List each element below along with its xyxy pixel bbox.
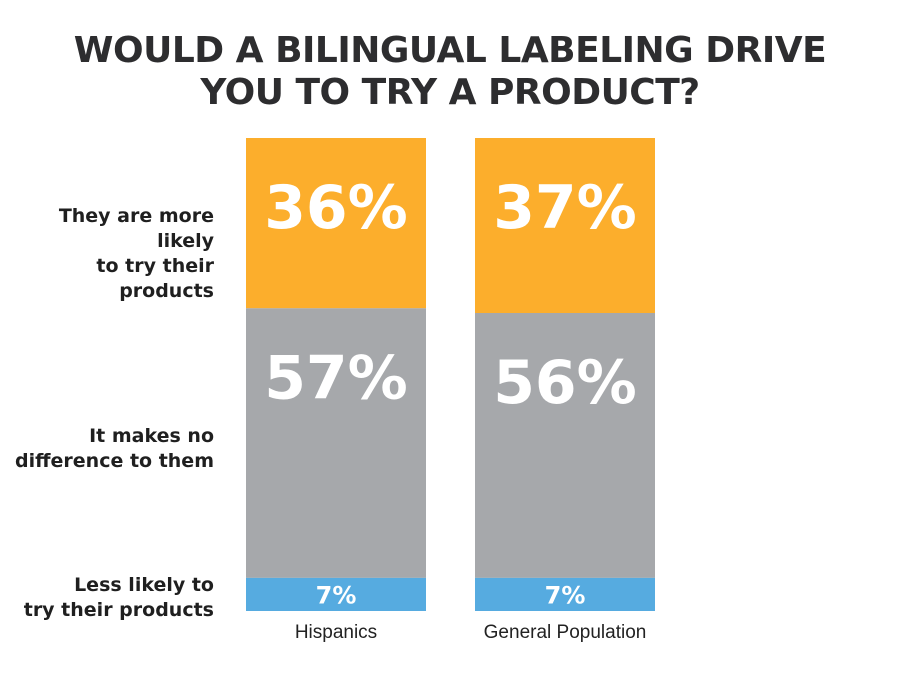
chart-title: WOULD A BILINGUAL LABELING DRIVE YOU TO … xyxy=(0,30,900,114)
bar-segment-general-population-more-likely xyxy=(475,138,655,314)
legend-label-more-likely-line-2: to try their products xyxy=(96,255,214,302)
bar-segment-general-population-no-difference xyxy=(475,313,655,578)
legend-label-more-likely-line-1: They are more likely xyxy=(58,205,214,252)
legend-label-more-likely: They are more likely to try their produc… xyxy=(14,204,214,304)
data-label-general-population-less-likely: 7% xyxy=(545,581,586,609)
legend-label-less-likely-line-2: try their products xyxy=(23,599,214,621)
data-label-general-population-no-difference: 56% xyxy=(493,348,637,418)
bar-segment-hispanics-no-difference xyxy=(246,308,426,578)
legend-label-less-likely-line-1: Less likely to xyxy=(74,574,214,596)
category-label-general-population: General Population xyxy=(483,622,647,643)
data-label-general-population-more-likely: 37% xyxy=(493,173,637,243)
data-label-hispanics-more-likely: 36% xyxy=(264,173,408,243)
bar-segment-general-population-less-likely xyxy=(475,577,655,611)
legend-label-no-difference-line-2: difference to them xyxy=(15,450,214,472)
data-label-hispanics-less-likely: 7% xyxy=(316,581,357,609)
category-label-hispanics: Hispanics xyxy=(294,622,378,643)
legend-label-less-likely: Less likely to try their products xyxy=(14,573,214,623)
legend-label-no-difference: It makes no difference to them xyxy=(14,424,214,474)
bar-segment-hispanics-less-likely xyxy=(246,577,426,611)
bar-segment-hispanics-more-likely xyxy=(246,138,426,309)
chart-title-line-2: YOU TO TRY A PRODUCT? xyxy=(200,72,700,113)
data-label-hispanics-no-difference: 57% xyxy=(264,343,408,413)
chart-title-line-1: WOULD A BILINGUAL LABELING DRIVE xyxy=(73,30,827,71)
legend-label-no-difference-line-1: It makes no xyxy=(89,425,214,447)
